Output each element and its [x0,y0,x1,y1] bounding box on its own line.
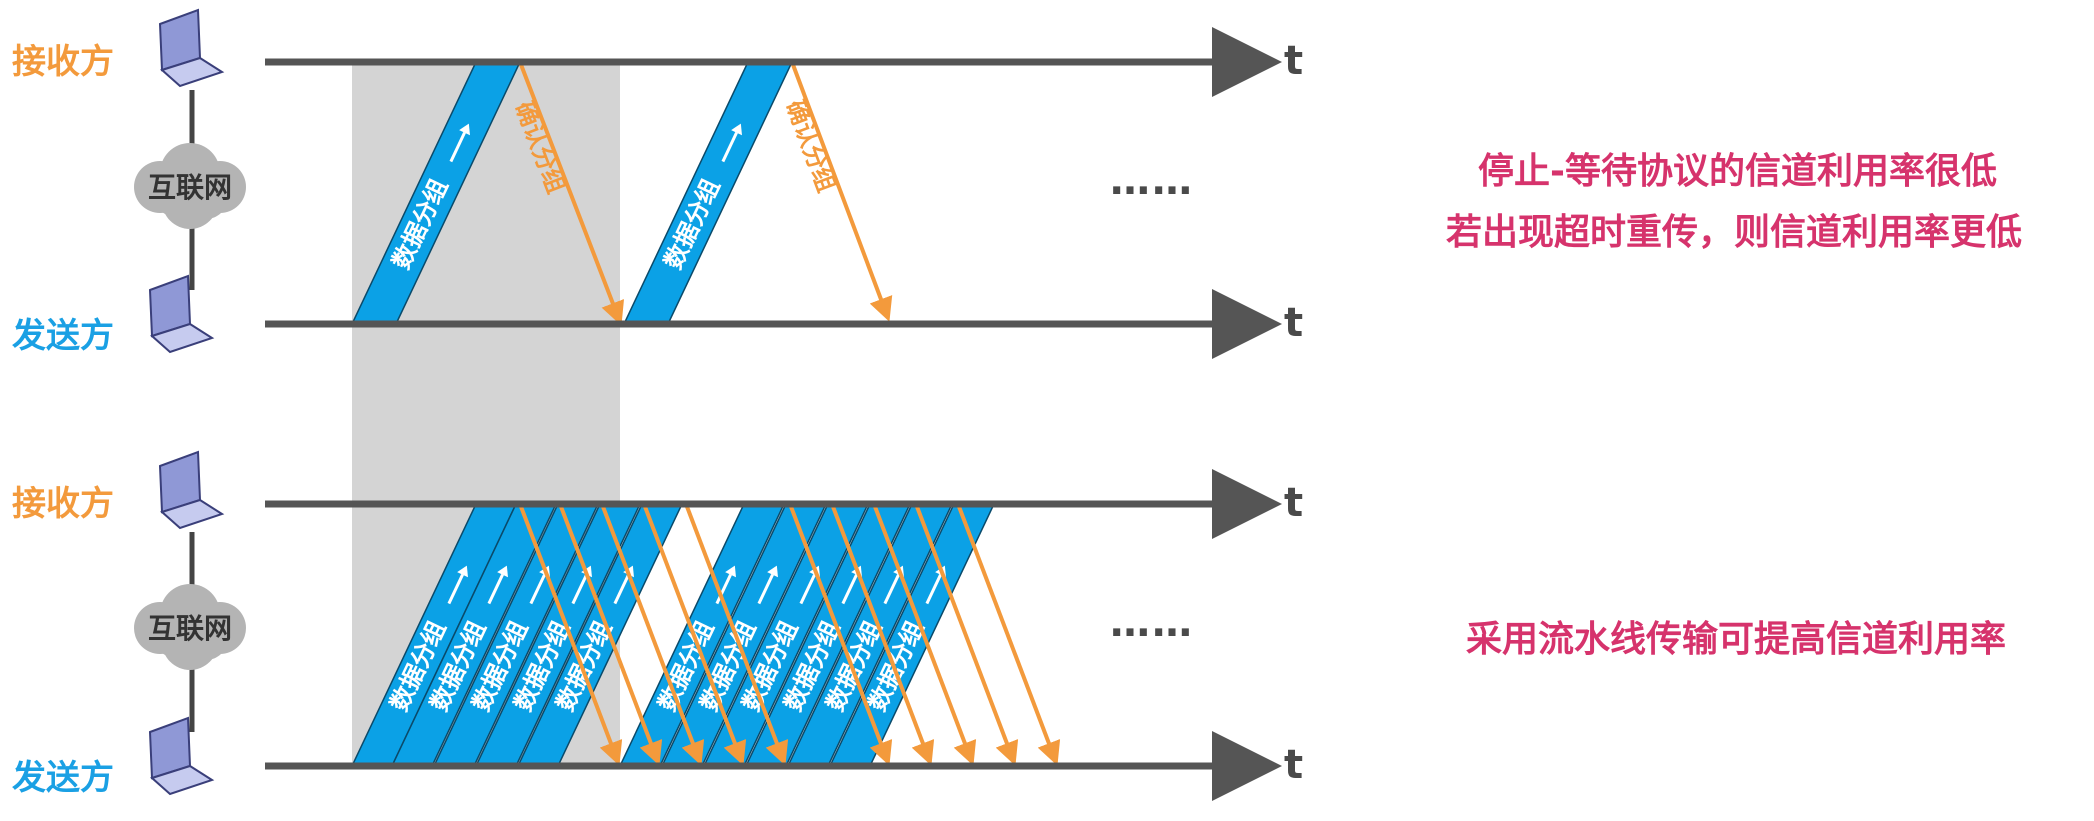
top-internet-cloud: 互联网 [134,143,246,229]
top-note-line-1: 停止-等待协议的信道利用率很低 [1478,142,1997,194]
bottom-sender-computer [150,718,212,794]
bottom-sender-label: 发送方 [12,750,114,799]
top-sender-time-label: t [1284,300,1303,346]
bottom-sender-time-label: t [1284,742,1303,788]
bottom-internet-cloud-label: 互联网 [148,612,232,645]
top-sender-label: 发送方 [12,308,114,357]
top-ack-2-label: 确认分组 [781,96,841,196]
top-receiver-label: 接收方 [12,34,114,83]
top-internet-cloud-label: 互联网 [148,171,232,204]
bottom-ack-10 [958,504,1056,762]
bottom-note: 采用流水线传输可提高信道利用率 [1466,610,2006,662]
bottom-receiver-time-label: t [1284,480,1303,526]
bottom-receiver-label: 接收方 [12,476,114,525]
bottom-ellipsis: …… [1110,600,1194,646]
bottom-internet-cloud: 互联网 [134,584,246,670]
top-ellipsis: …… [1110,158,1194,204]
bottom-receiver-computer [160,452,222,528]
top-receiver-time-label: t [1284,38,1303,84]
top-sender-computer [150,276,212,352]
top-receiver-computer [160,10,222,86]
top-note-line-2: 若出现超时重传，则信道利用率更低 [1446,203,2022,255]
